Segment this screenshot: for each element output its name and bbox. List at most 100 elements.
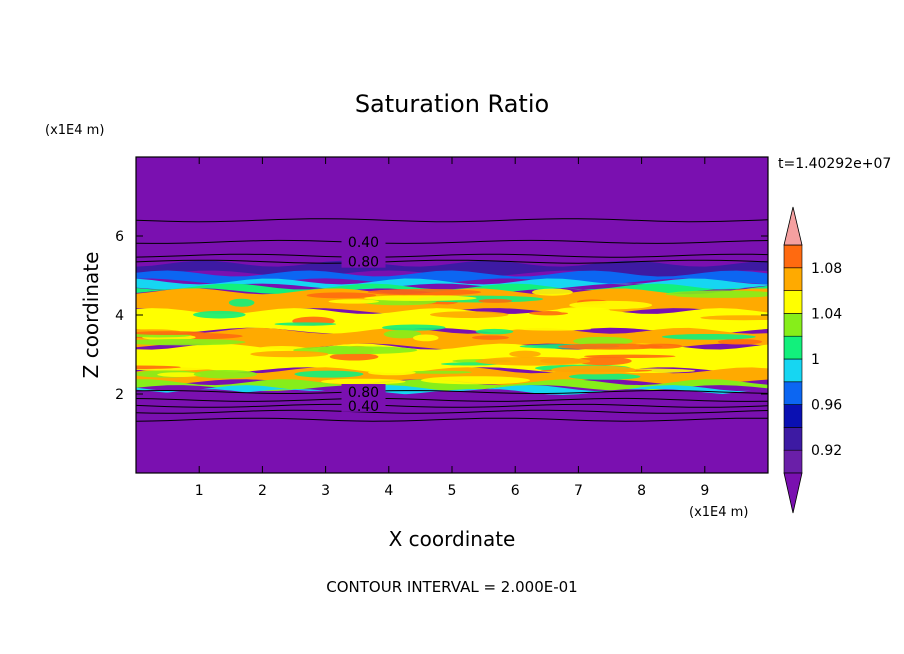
field-streak — [575, 356, 632, 366]
colorbar-segment — [783, 290, 803, 314]
x-tick-label: 5 — [448, 483, 457, 499]
field-streak — [529, 311, 569, 316]
colorbar-segment — [783, 449, 803, 474]
field-band — [136, 157, 768, 267]
colorbar-segment — [783, 427, 803, 451]
field-streak — [639, 343, 683, 349]
x-tick-label: 4 — [384, 483, 393, 499]
colorbar-tick-label: 0.96 — [811, 398, 842, 414]
field-streak — [136, 338, 246, 346]
field-streak — [516, 327, 592, 331]
x-tick-label: 9 — [700, 483, 709, 499]
x-axis: 1 2 3 4 5 6 7 8 9 — [195, 157, 709, 499]
colorbar-segment — [783, 381, 803, 405]
contour-label-bg — [341, 397, 386, 412]
field-streak — [328, 299, 379, 304]
field-streak — [193, 310, 246, 319]
field-streak — [382, 324, 446, 331]
field-streak — [383, 329, 422, 339]
field-streak — [475, 356, 591, 366]
field-band — [136, 270, 768, 285]
colorbar-segment — [783, 244, 803, 269]
field-streak — [364, 295, 477, 301]
contour-interval-note: CONTOUR INTERVAL = 2.000E-01 — [326, 578, 577, 596]
field-streak — [609, 294, 677, 298]
colorbar-segment — [783, 313, 803, 337]
field-streak — [274, 322, 337, 326]
field-band — [136, 385, 768, 395]
field-streak — [367, 369, 416, 376]
field-streak — [568, 373, 641, 380]
field-streak — [367, 288, 482, 296]
contour-label: 0.40 — [348, 399, 379, 415]
field-streak — [136, 365, 181, 369]
y-tick-label: 2 — [115, 387, 124, 403]
x-tick-label: 3 — [321, 483, 330, 499]
plot-area: 0.400.800.800.40 — [136, 157, 768, 473]
y-unit-label: (x1E4 m) — [45, 123, 104, 138]
contour-line — [136, 417, 768, 422]
field-band — [136, 308, 768, 334]
field-streak — [661, 333, 756, 340]
field-streak — [412, 334, 439, 342]
contour-label-bg — [341, 253, 386, 268]
colorbar-segment — [783, 267, 803, 291]
field-streak — [429, 311, 509, 318]
colorbar-segment — [783, 404, 803, 428]
field-streak — [157, 372, 202, 378]
colorbar: 0.92 0.96 1 1.04 1.08 — [783, 206, 842, 514]
y-tick-label: 6 — [115, 229, 124, 245]
field-streak — [478, 298, 513, 303]
x-tick-label: 2 — [258, 483, 267, 499]
chart-title: Saturation Ratio — [355, 90, 549, 118]
field-streak — [294, 370, 364, 378]
field-band — [136, 379, 768, 392]
field-streak — [404, 370, 472, 374]
field-streak — [306, 292, 377, 299]
field-streak — [293, 346, 418, 355]
colorbar-over-arrow — [783, 206, 803, 246]
field-streak — [509, 350, 541, 358]
field-streak — [558, 343, 663, 350]
field-streak — [136, 331, 206, 336]
field-streak — [531, 288, 573, 296]
y-axis-title: Z coordinate — [79, 252, 103, 379]
contour-label-bg — [341, 384, 386, 399]
field-streak — [329, 353, 379, 361]
contour-line — [136, 403, 768, 408]
y-axis: 2 4 6 — [115, 229, 768, 403]
field-streak — [700, 315, 768, 321]
field-streak — [569, 300, 653, 310]
field-streak — [717, 339, 763, 345]
colorbar-segment — [783, 358, 803, 383]
contour-line — [136, 409, 768, 414]
field-streak — [420, 376, 531, 385]
x-unit-label: (x1E4 m) — [689, 505, 748, 520]
field-streak — [639, 359, 683, 363]
contour-line — [136, 253, 768, 258]
colorbar-under-arrow — [783, 472, 803, 514]
x-tick-label: 6 — [511, 483, 520, 499]
field-streak — [193, 369, 258, 379]
field-streak — [228, 298, 255, 307]
field-streak — [321, 378, 406, 385]
colorbar-tick-label: 1.08 — [811, 261, 842, 277]
contour-line — [136, 389, 768, 394]
colorbar-tick-label: 0.92 — [811, 443, 842, 459]
contour-label: 0.40 — [348, 235, 379, 251]
field-band — [136, 278, 768, 290]
contour-line — [136, 239, 768, 244]
colorbar-tick-label: 1 — [811, 352, 820, 368]
contour-line — [136, 259, 768, 264]
colorbar-tick-label: 1.04 — [811, 306, 842, 322]
contour-label: 0.80 — [348, 255, 379, 271]
field-streak — [471, 335, 509, 340]
x-tick-label: 8 — [637, 483, 646, 499]
field-streak — [250, 350, 329, 358]
field-streak — [573, 336, 633, 346]
field-streak — [665, 290, 768, 298]
contour-line — [136, 397, 768, 402]
x-tick-label: 7 — [574, 483, 583, 499]
contour-label-bg — [341, 233, 386, 248]
